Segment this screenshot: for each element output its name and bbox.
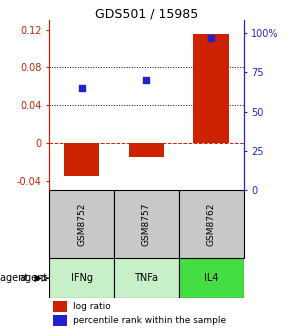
Bar: [64, 143, 99, 176]
FancyBboxPatch shape: [179, 258, 244, 298]
Point: [209, 35, 213, 41]
FancyBboxPatch shape: [179, 190, 244, 258]
Text: IFNg: IFNg: [71, 273, 93, 283]
Point: [144, 78, 149, 83]
Text: log ratio: log ratio: [73, 302, 111, 311]
Text: percentile rank within the sample: percentile rank within the sample: [73, 316, 226, 325]
Text: GSM8752: GSM8752: [77, 203, 86, 246]
Text: agent  ▶: agent ▶: [0, 273, 42, 283]
FancyBboxPatch shape: [114, 190, 179, 258]
Text: agent: agent: [20, 273, 48, 283]
Text: GSM8762: GSM8762: [207, 203, 216, 246]
Title: GDS501 / 15985: GDS501 / 15985: [95, 7, 198, 20]
Text: TNFa: TNFa: [135, 273, 158, 283]
FancyBboxPatch shape: [49, 258, 114, 298]
FancyBboxPatch shape: [114, 258, 179, 298]
Point: [79, 85, 84, 91]
FancyBboxPatch shape: [49, 190, 114, 258]
Bar: [53, 316, 67, 326]
Text: GSM8757: GSM8757: [142, 202, 151, 246]
Bar: [53, 301, 67, 312]
Bar: [193, 34, 229, 143]
Text: IL4: IL4: [204, 273, 218, 283]
Bar: [129, 143, 164, 157]
